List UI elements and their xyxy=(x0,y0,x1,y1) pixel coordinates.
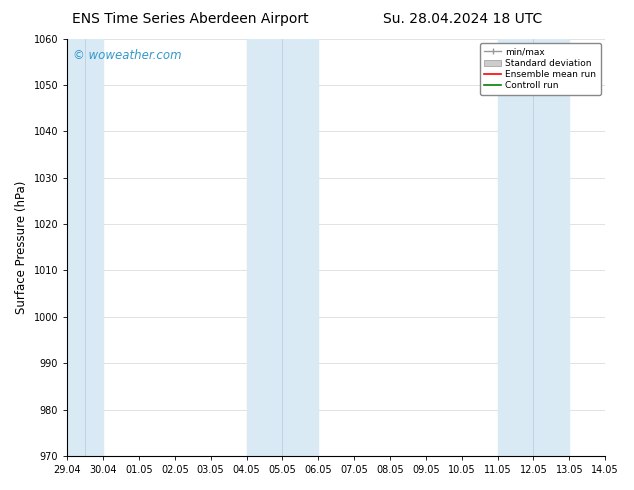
Bar xyxy=(498,39,569,456)
Text: © woweather.com: © woweather.com xyxy=(72,49,181,62)
Legend: min/max, Standard deviation, Ensemble mean run, Controll run: min/max, Standard deviation, Ensemble me… xyxy=(480,43,600,95)
Text: ENS Time Series Aberdeen Airport: ENS Time Series Aberdeen Airport xyxy=(72,12,309,26)
Text: Su. 28.04.2024 18 UTC: Su. 28.04.2024 18 UTC xyxy=(383,12,543,26)
Y-axis label: Surface Pressure (hPa): Surface Pressure (hPa) xyxy=(15,181,28,314)
Bar xyxy=(247,39,318,456)
Bar xyxy=(67,39,103,456)
